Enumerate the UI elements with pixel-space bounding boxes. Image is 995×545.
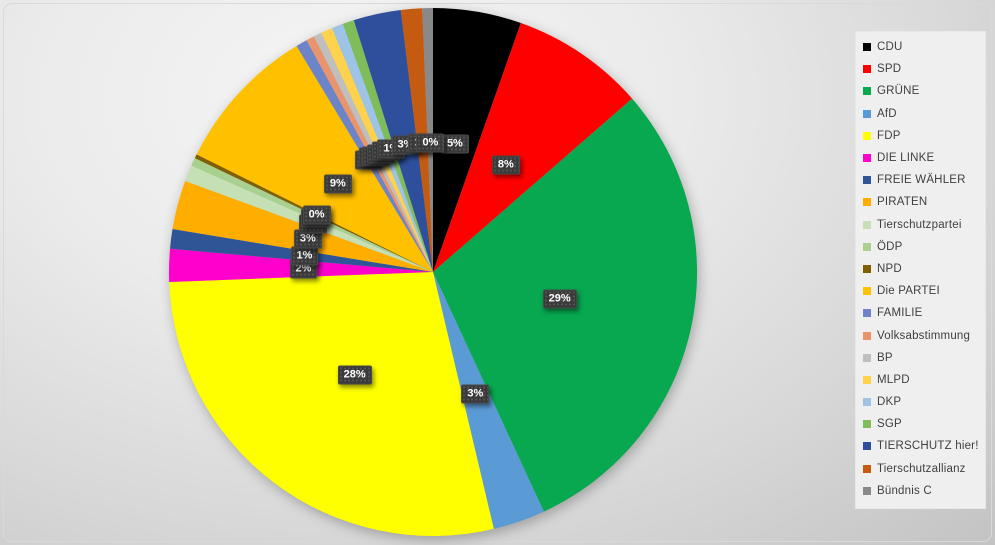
legend-swatch-icon <box>863 154 871 163</box>
legend-swatch-icon <box>863 375 871 384</box>
legend-item-tierschutzpartei[interactable]: Tierschutzpartei <box>863 214 985 236</box>
legend-item-label: FREIE WÄHLER <box>877 174 966 187</box>
legend-item-sgp[interactable]: SGP <box>863 413 985 435</box>
legend-swatch-icon <box>863 331 871 340</box>
legend-swatch-icon <box>863 464 871 473</box>
legend-swatch-icon <box>863 242 871 251</box>
legend-item-label: Tierschutzallianz <box>877 462 966 475</box>
legend-swatch-icon <box>863 109 871 118</box>
legend-item-label: SGP <box>877 418 902 431</box>
legend-item-label: ÖDP <box>877 240 903 253</box>
legend-item-freie-w-hler[interactable]: FREIE WÄHLER <box>863 169 985 191</box>
legend-swatch-icon <box>863 309 871 318</box>
pie-slice-cdu[interactable] <box>433 8 521 272</box>
pie-slice-fdp[interactable] <box>169 272 494 537</box>
legend-item-label: TIERSCHUTZ hier! <box>877 440 979 453</box>
legend-item-label: FAMILIE <box>877 307 923 320</box>
legend-item-dkp[interactable]: DKP <box>863 391 985 413</box>
legend-swatch-icon <box>863 264 871 273</box>
legend-swatch-icon <box>863 65 871 74</box>
legend-item-bp[interactable]: BP <box>863 347 985 369</box>
legend-swatch-icon <box>863 353 871 362</box>
legend-swatch-icon <box>863 486 871 495</box>
legend-swatch-icon <box>863 87 871 96</box>
legend-item-label: SPD <box>877 63 902 76</box>
legend-item-mlpd[interactable]: MLPD <box>863 369 985 391</box>
legend-swatch-icon <box>863 398 871 407</box>
legend-item-label: AfD <box>877 107 897 120</box>
legend-item-cdu[interactable]: CDU <box>863 36 985 58</box>
legend-swatch-icon <box>863 198 871 207</box>
legend-swatch-icon <box>863 43 871 52</box>
legend-item-label: CDU <box>877 41 903 54</box>
legend-item-tierschutzallianz[interactable]: Tierschutzallianz <box>863 458 985 480</box>
legend-item-tierschutz-hier[interactable]: TIERSCHUTZ hier! <box>863 435 985 457</box>
legend-swatch-icon <box>863 442 871 451</box>
legend-item-die-linke[interactable]: DIE LINKE <box>863 147 985 169</box>
pie-slice-spd[interactable] <box>433 23 633 272</box>
legend-item-spd[interactable]: SPD <box>863 58 985 80</box>
legend-item-label: GRÜNE <box>877 85 920 98</box>
legend-item-label: Bündnis C <box>877 484 932 497</box>
legend-item-volksabstimmung[interactable]: Volksabstimmung <box>863 324 985 346</box>
legend-item-label: DIE LINKE <box>877 152 935 165</box>
legend-swatch-icon <box>863 131 871 140</box>
legend-swatch-icon <box>863 420 871 429</box>
legend-swatch-icon <box>863 220 871 229</box>
legend-swatch-icon <box>863 287 871 296</box>
legend-item-label: MLPD <box>877 373 910 386</box>
legend-item-familie[interactable]: FAMILIE <box>863 302 985 324</box>
legend-item-npd[interactable]: NPD <box>863 258 985 280</box>
legend: CDU SPD GRÜNE AfD FDP DIE LINKE FREIE WÄHLER PI… <box>855 31 986 509</box>
legend-item-label: BP <box>877 351 893 364</box>
legend-item-die-partei[interactable]: Die PARTEI <box>863 280 985 302</box>
legend-item-label: DKP <box>877 396 902 409</box>
legend-item-label: Volksabstimmung <box>877 329 971 342</box>
legend-item-dp[interactable]: ÖDP <box>863 236 985 258</box>
legend-item-fdp[interactable]: FDP <box>863 125 985 147</box>
legend-item-gr-ne[interactable]: GRÜNE <box>863 80 985 102</box>
legend-item-afd[interactable]: AfD <box>863 103 985 125</box>
legend-swatch-icon <box>863 176 871 185</box>
legend-item-label: Die PARTEI <box>877 285 940 298</box>
pie-slice-die-partei[interactable] <box>196 46 433 272</box>
legend-item-piraten[interactable]: PIRATEN <box>863 191 985 213</box>
legend-item-label: PIRATEN <box>877 196 928 209</box>
legend-item-label: Tierschutzpartei <box>877 218 962 231</box>
legend-item-b-ndnis-c[interactable]: Bündnis C <box>863 480 985 502</box>
legend-item-label: NPD <box>877 262 902 275</box>
legend-item-label: FDP <box>877 129 901 142</box>
